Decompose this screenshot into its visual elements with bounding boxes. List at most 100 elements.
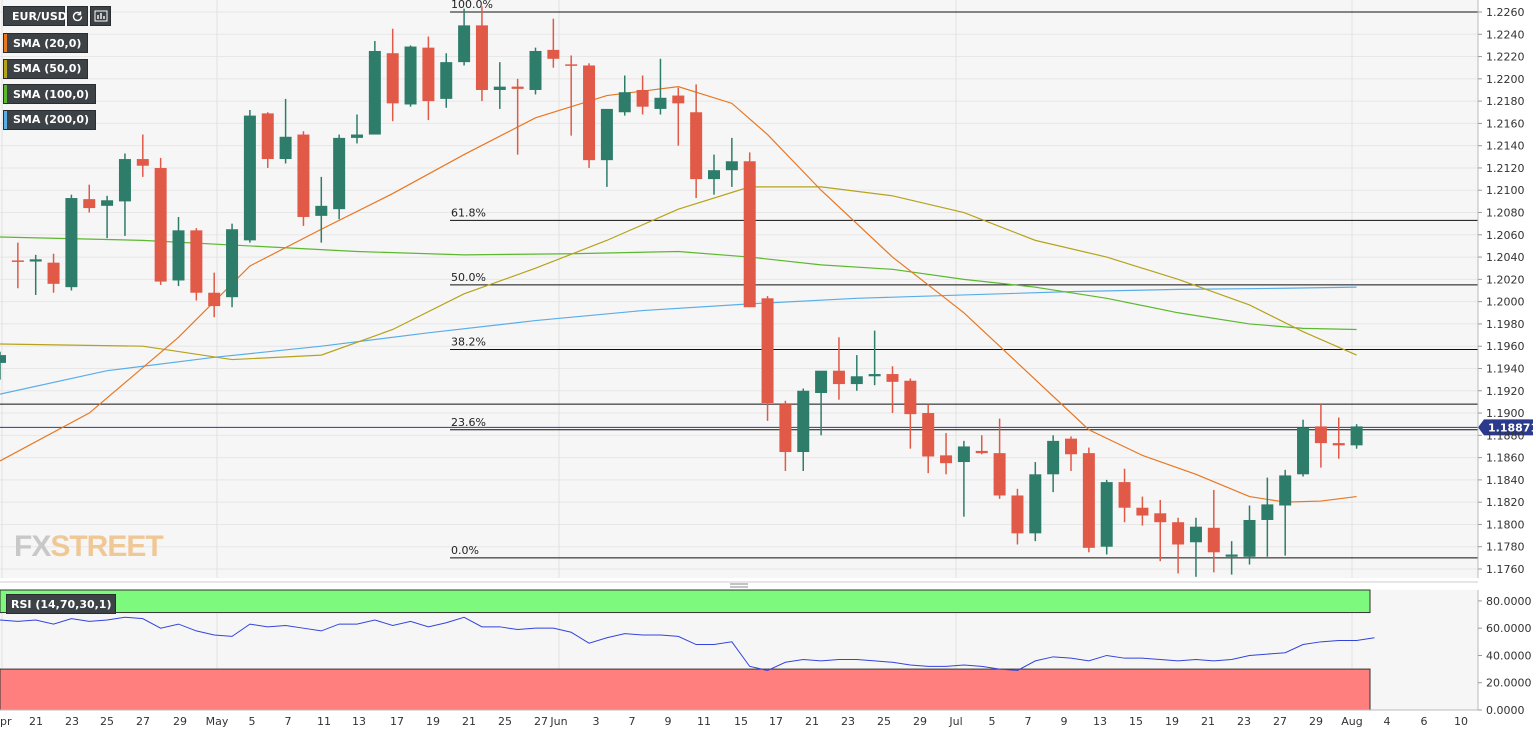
candle-bull [458, 25, 471, 63]
legend-sma[interactable]: SMA (200,0) [3, 109, 97, 130]
candle-bear [422, 47, 435, 102]
fib-label: 0.0% [451, 544, 479, 557]
candle-bear [975, 450, 988, 454]
date-tick-label: 29 [173, 715, 187, 728]
date-tick-label: 6 [1421, 715, 1428, 728]
candle-bear [261, 113, 274, 160]
candle-bull [404, 46, 417, 105]
candle-bear [47, 262, 60, 284]
legend-swatch [4, 34, 7, 52]
price-tick-label: 1.2120 [1486, 162, 1525, 175]
candle-bear [779, 404, 792, 453]
date-tick-label: 7 [1025, 715, 1032, 728]
candlestick-series [0, 6, 1363, 577]
rsi-panel: 80.0000 60.0000 40.0000 20.0000 0.0000 [0, 589, 1532, 717]
candle-bull [118, 159, 131, 202]
date-axis: Apr2123252729May5711131719212527Jun37911… [0, 709, 1478, 728]
candle-bear [297, 134, 310, 217]
candle-bear [475, 25, 488, 90]
candle-bull [29, 259, 42, 262]
candle-bear [583, 65, 596, 161]
candle-bear [154, 167, 167, 282]
sma20-line [0, 86, 1357, 503]
rsi-overbought-zone [0, 589, 1371, 614]
price-tick-label: 1.1940 [1486, 362, 1525, 375]
candle-bull [172, 230, 185, 281]
refresh-icon [72, 11, 83, 21]
price-tick-label: 1.2200 [1486, 73, 1525, 86]
rsi-oversold-zone [0, 668, 1371, 711]
candle-bull [0, 355, 6, 363]
refresh-button[interactable] [67, 6, 88, 26]
date-tick-label: 11 [317, 715, 331, 728]
candle-bear [136, 159, 149, 166]
candle-bear [1332, 443, 1345, 446]
date-tick-label: 21 [805, 715, 819, 728]
candle-bull [1029, 474, 1042, 534]
rsi-tick-label: 40.0000 [1486, 649, 1532, 662]
price-tick-label: 1.2100 [1486, 184, 1525, 197]
candle-bear [636, 89, 649, 107]
candle-bull [226, 229, 239, 298]
candle-bear [993, 453, 1006, 496]
candle-bull [243, 115, 256, 241]
date-tick-label: 7 [285, 715, 292, 728]
candle-bull [1047, 440, 1060, 475]
legend-sma[interactable]: SMA (50,0) [3, 58, 89, 79]
price-tick-label: 1.1760 [1486, 563, 1525, 576]
rsi-label[interactable]: RSI (14,70,30,1) [6, 594, 117, 614]
fib-label: 23.6% [451, 416, 486, 429]
price-tick-label: 1.2240 [1486, 28, 1525, 41]
candle-bear [1118, 482, 1131, 508]
candle-bull [815, 370, 828, 393]
candle-bear [190, 230, 203, 293]
candle-bear [832, 370, 845, 385]
current-price-tag: 1.188710 [1478, 419, 1536, 436]
date-tick-label: 3 [593, 715, 600, 728]
legend-sma[interactable]: SMA (20,0) [3, 33, 89, 53]
candle-bear [1011, 495, 1024, 534]
fib-label: 100.0% [451, 0, 493, 11]
date-tick-label: May [206, 715, 229, 728]
legend-label: SMA (100,0) [13, 87, 90, 101]
price-tick-label: 1.1780 [1486, 541, 1525, 554]
sma100-line [0, 236, 1357, 331]
date-tick-label: 11 [697, 715, 711, 728]
rsi-tick-label: 0.0000 [1486, 704, 1525, 717]
date-tick-label: 9 [665, 715, 672, 728]
candle-bull [654, 97, 667, 109]
symbol-label[interactable]: EUR/USD [3, 6, 67, 26]
price-tick-label: 1.2000 [1486, 296, 1525, 309]
date-tick-label: 13 [352, 715, 366, 728]
date-tick-label: 21 [462, 715, 476, 728]
price-tick-label: 1.2180 [1486, 95, 1525, 108]
candle-bull [333, 137, 346, 210]
candle-bear [1154, 513, 1167, 523]
candle-bear [904, 380, 917, 415]
candle-bull [1279, 475, 1292, 506]
date-tick-label: 23 [65, 715, 79, 728]
price-axis: 1.2260 1.2240 1.2220 1.2200 1.2180 1.2160 1.21… [1477, 0, 1525, 578]
date-tick-label: 10 [1454, 715, 1468, 728]
legend-swatch [4, 110, 7, 129]
candle-bear [1065, 438, 1077, 455]
date-tick-label: 27 [534, 715, 548, 728]
chart-type-button[interactable] [90, 6, 111, 26]
fib-label: 38.2% [451, 336, 486, 349]
date-tick-label: Jul [948, 715, 962, 728]
sma200-line [0, 286, 1357, 395]
date-tick-label: 5 [249, 715, 256, 728]
legend-sma[interactable]: SMA (100,0) [3, 84, 97, 104]
price-tag-bg [1478, 419, 1533, 436]
legend-label: SMA (200,0) [13, 113, 90, 126]
candle-bull [1189, 526, 1202, 543]
price-tick-label: 1.2220 [1486, 51, 1525, 64]
candle-bear [83, 199, 96, 209]
candle-bear [690, 112, 703, 180]
rsi-line [0, 616, 1375, 671]
candle-bear [1207, 527, 1220, 553]
date-tick-label: 7 [629, 715, 636, 728]
fxstreet-watermark: FXSTREET [14, 530, 164, 564]
price-tick-label: 1.1860 [1486, 452, 1525, 465]
price-tick-label: 1.2080 [1486, 207, 1525, 220]
